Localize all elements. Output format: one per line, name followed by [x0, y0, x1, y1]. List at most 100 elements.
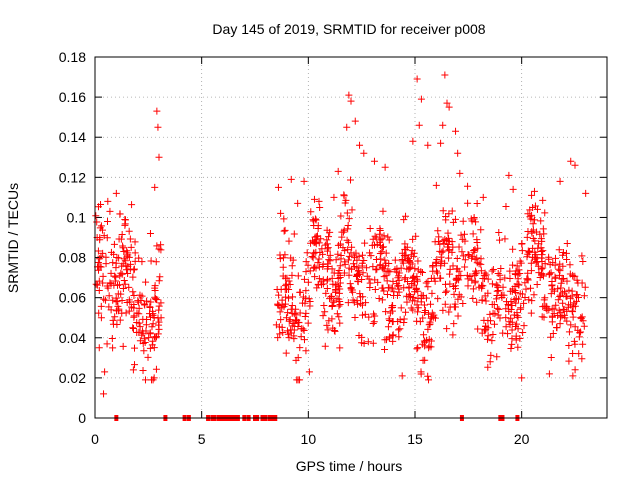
data-point [413, 75, 421, 83]
data-point [449, 218, 457, 226]
data-point [295, 319, 303, 327]
data-point [432, 181, 440, 189]
data-point [288, 262, 296, 270]
data-point [370, 318, 378, 326]
data-point [314, 259, 322, 267]
data-point [425, 376, 433, 384]
data-point [307, 208, 315, 216]
data-point [518, 374, 526, 382]
data-point [489, 266, 497, 274]
data-point [563, 255, 571, 263]
data-point [514, 313, 522, 321]
data-point [510, 311, 518, 319]
data-point [285, 237, 293, 245]
data-point [556, 267, 564, 275]
x-axis-label: GPS time / hours [296, 458, 403, 474]
data-point [353, 256, 361, 264]
data-point [446, 265, 454, 273]
data-point [105, 303, 113, 311]
data-point [115, 235, 123, 243]
data-point [157, 314, 165, 322]
data-point [136, 337, 144, 345]
data-point [473, 199, 481, 207]
data-point [424, 372, 432, 380]
data-point [369, 263, 377, 271]
data-point [533, 228, 541, 236]
data-point [450, 303, 458, 311]
data-point [401, 245, 409, 253]
data-point [320, 302, 328, 310]
data-point [420, 301, 428, 309]
data-point [323, 236, 331, 244]
data-point [336, 274, 344, 282]
data-point [427, 300, 435, 308]
data-point [152, 365, 160, 373]
data-point [474, 325, 482, 333]
data-point [512, 299, 520, 307]
data-point [527, 267, 535, 275]
data-point [547, 354, 555, 362]
data-point [441, 300, 449, 308]
data-point [411, 265, 419, 273]
data-points [92, 71, 590, 421]
data-point [556, 177, 564, 185]
data-point [315, 255, 323, 263]
data-point [578, 355, 586, 363]
data-point [467, 215, 475, 223]
data-point [434, 269, 442, 277]
data-point [445, 308, 453, 316]
data-point [376, 238, 384, 246]
y-tick-label: 0.02 [59, 370, 86, 386]
data-point [507, 298, 515, 306]
data-point [279, 263, 287, 271]
data-point [405, 257, 413, 265]
data-point [341, 199, 349, 207]
y-tick-label: 0.12 [59, 169, 86, 185]
data-point [358, 251, 366, 259]
y-tick-label: 0 [78, 410, 86, 426]
data-point [135, 304, 143, 312]
data-point [286, 316, 294, 324]
data-point [402, 252, 410, 260]
data-point [274, 300, 282, 308]
data-point [578, 252, 586, 260]
data-point [119, 342, 127, 350]
data-point [547, 290, 555, 298]
data-point [575, 350, 583, 358]
data-point [366, 249, 374, 257]
data-point [561, 314, 569, 322]
data-point [478, 281, 486, 289]
data-point [296, 288, 304, 296]
data-point [371, 285, 379, 293]
data-point [115, 305, 123, 313]
data-point [129, 325, 137, 333]
data-point [348, 243, 356, 251]
data-point [454, 295, 462, 303]
data-point [146, 344, 154, 352]
data-point [539, 196, 547, 204]
data-point [520, 299, 528, 307]
data-point [372, 266, 380, 274]
data-point [524, 269, 532, 277]
data-point [559, 251, 567, 259]
data-point [477, 267, 485, 275]
data-point [564, 303, 572, 311]
data-point [319, 276, 327, 284]
data-point [343, 123, 351, 131]
data-point [487, 351, 495, 359]
data-point [103, 234, 111, 242]
data-point [372, 234, 380, 242]
data-point [282, 293, 290, 301]
data-point [473, 254, 481, 262]
data-point [432, 258, 440, 266]
data-point [559, 275, 567, 283]
data-point [290, 332, 298, 340]
data-point [335, 302, 343, 310]
data-point [539, 272, 547, 280]
data-point [323, 321, 331, 329]
data-point [397, 304, 405, 312]
data-point [149, 311, 157, 319]
data-point [385, 284, 393, 292]
data-point [146, 303, 154, 311]
data-point [443, 287, 451, 295]
